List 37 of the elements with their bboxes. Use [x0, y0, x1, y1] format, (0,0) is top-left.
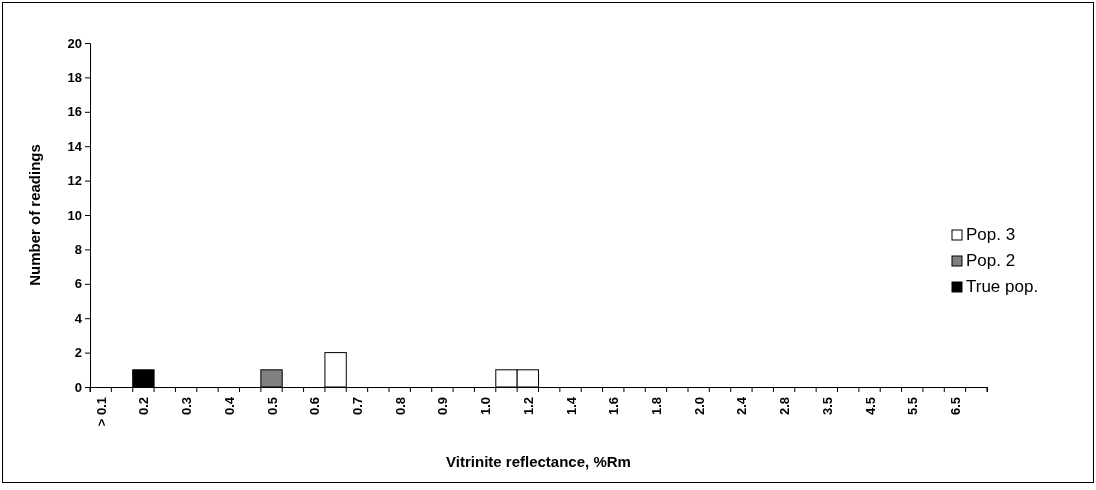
y-tick-label: 8: [74, 242, 82, 258]
x-tick-label: 0.4: [221, 396, 237, 416]
x-tick-label: 1.4: [563, 396, 579, 416]
x-tick-label: 0.2: [136, 397, 152, 416]
x-tick-label: 2.0: [691, 397, 707, 416]
y-tick-label: 20: [67, 35, 82, 51]
x-tick-label: 1.8: [648, 397, 664, 416]
x-tick-label: 0.5: [264, 397, 280, 416]
x-tick-label: 4.5: [862, 397, 878, 416]
x-tick-label: 6.5: [947, 397, 963, 416]
x-tick-label: 0.3: [179, 397, 195, 416]
x-tick-label: 1.6: [606, 397, 622, 416]
y-tick-label: 18: [67, 70, 82, 86]
legend-label: Pop. 2: [966, 251, 1016, 270]
y-tick-label: 2: [74, 345, 82, 361]
x-tick-label: 0.7: [349, 397, 365, 416]
y-tick-label: 14: [67, 138, 83, 154]
x-tick-label: 1.2: [520, 397, 536, 416]
x-axis-title: Vitrinite reflectance, %Rm: [446, 453, 631, 470]
x-tick-label: 2.8: [777, 397, 793, 416]
x-tick-label: 0.9: [435, 397, 451, 416]
y-tick-label: 4: [74, 310, 83, 326]
x-tick-label: 0.6: [307, 397, 323, 416]
x-tick-label: 2.4: [734, 396, 750, 416]
y-axis-title: Number of readings: [26, 144, 43, 286]
x-tick-label: > 0.1: [93, 397, 109, 427]
x-tick-label: 5.5: [905, 397, 921, 416]
y-tick-label: 0: [74, 379, 82, 395]
y-tick-label: 12: [67, 173, 82, 189]
legend-label: True pop.: [966, 277, 1039, 296]
x-tick-label: 3.5: [819, 397, 835, 416]
y-tick-label: 10: [67, 207, 82, 223]
x-tick-label: 0.8: [392, 397, 408, 416]
legend-label: Pop. 3: [966, 225, 1016, 244]
y-tick-label: 16: [67, 104, 82, 120]
x-tick-label: 1.0: [478, 397, 494, 416]
y-tick-label: 6: [74, 276, 82, 292]
